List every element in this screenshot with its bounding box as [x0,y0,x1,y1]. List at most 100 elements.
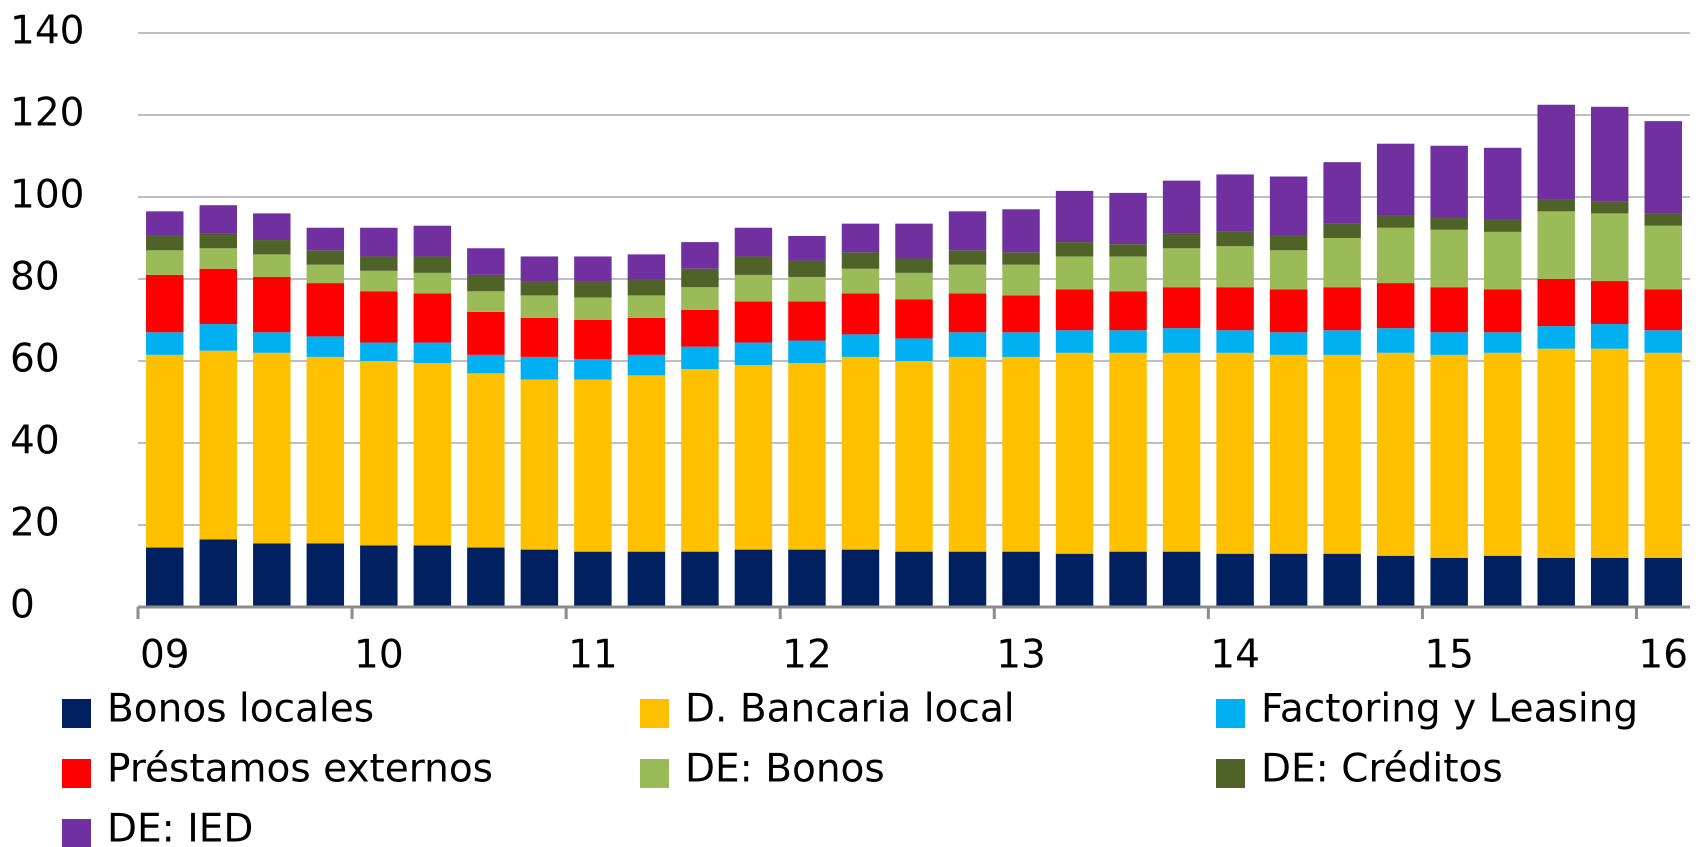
legend-swatch [62,759,91,788]
bar-segment [681,369,719,552]
bar-segment [1269,289,1308,333]
bar-segment [1216,553,1254,607]
bar-segment [1216,231,1254,247]
bar-segment [1590,557,1629,607]
bar-segment [1162,180,1201,234]
bar-segment [734,342,773,366]
bar-segment [681,268,719,288]
bar-segment [467,274,505,292]
bar-segment [199,248,238,269]
legend-swatch [1216,699,1245,728]
bar-segment [948,332,987,357]
bar-segment [520,295,559,318]
bar-segment [146,274,184,333]
bar-segment [1537,557,1575,607]
bar-segment [1537,104,1575,200]
bar-segment [360,227,398,257]
bar-segment [1537,211,1575,279]
bar-segment [520,549,559,607]
x-tick-label: 14 [1210,633,1260,678]
bar-segment [1162,248,1201,288]
y-tick-label: 80 [10,255,60,300]
bar-segment [627,295,666,318]
bar-segment [1644,121,1682,214]
bar-segment [895,338,933,361]
bar-segment [1483,147,1522,220]
x-tick-label: 13 [996,633,1046,678]
bar-segment [467,373,505,548]
bar-segment [681,309,719,347]
bar-segment [1644,352,1682,558]
bar-segment [520,379,559,550]
bar-segment [306,336,345,357]
bar-segment [1537,348,1575,558]
bar-segment [734,256,773,275]
bar-segment [1376,215,1415,228]
bar-segment [734,301,773,343]
bar-segment [841,268,880,294]
bar-segment [1644,289,1682,331]
bar-segment [1109,352,1147,552]
bar-segment [1162,287,1201,329]
bar-segment [1002,551,1040,607]
bar-segment [413,272,452,294]
bar-segment [253,213,291,241]
bar-segment [1323,553,1361,607]
bar-segment [1376,143,1415,216]
bar-segment [1055,330,1094,353]
legend-label: DE: Bonos [685,747,885,792]
bar-segment [1376,283,1415,329]
bar-segment [1002,356,1040,552]
bar-segment [520,281,559,296]
bar-segment [1537,279,1575,327]
bar-segment [467,547,505,607]
bar-segment [574,358,612,380]
bar-segment [734,227,773,257]
bar-segment [1269,354,1308,554]
bar-segment [1483,332,1522,353]
bar-segment [788,260,826,277]
bar-segment [841,252,880,269]
bar-segment [1162,328,1201,353]
bar-segment [895,361,933,552]
bar-segment [1483,555,1522,607]
bar-segment [199,268,238,325]
bar-segment [1055,352,1094,554]
bar-segment [1644,225,1682,290]
bar-segment [253,543,291,607]
bar-segment [1162,352,1201,552]
legend-swatch [1216,759,1245,788]
bar-segment [574,297,612,320]
bar-segment [1055,553,1094,607]
bar-segment [146,332,184,355]
y-tick-label: 0 [10,583,35,628]
bar-segment [467,291,505,312]
bar-segment [1644,330,1682,353]
bar-segment [574,256,612,282]
bar-segment [895,299,933,339]
bar-segment [1002,264,1040,296]
bar-segment [1483,352,1522,556]
bar-segment [1590,281,1629,325]
bar-segment [1216,287,1254,331]
bar-segment [1162,551,1201,607]
bar-segment [1483,219,1522,232]
bar-segment [948,250,987,265]
bar-segment [360,256,398,271]
bar-segment [841,223,880,253]
bar-segment [360,291,398,343]
bar-segment [146,354,184,548]
bar-segment [1590,348,1629,558]
bar-segment [413,225,452,257]
x-tick-label: 11 [568,633,618,678]
bar-segment [199,233,238,249]
x-tick-label: 16 [1638,633,1688,678]
bar-segment [199,539,238,607]
bar-segment [681,242,719,269]
bar-segment [841,334,880,357]
bar-segment [1644,557,1682,607]
bar-segment [1323,330,1361,355]
bar-segment [1376,328,1415,353]
bar-segment [627,317,666,355]
bar-segment [948,356,987,552]
